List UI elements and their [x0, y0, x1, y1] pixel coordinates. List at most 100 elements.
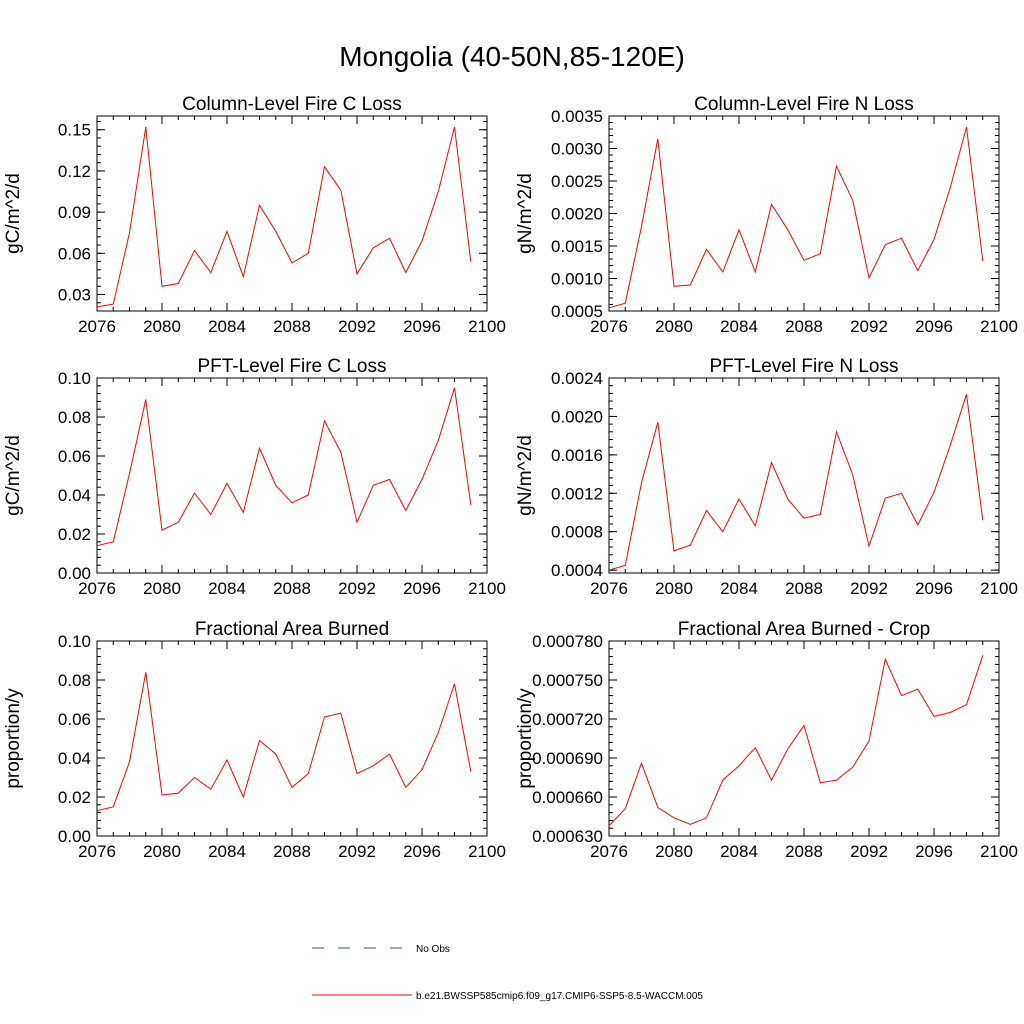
- series-line: [608, 655, 984, 826]
- y-tick-label: 0.000660: [532, 788, 603, 807]
- y-tick-label: 0.0015: [551, 237, 603, 256]
- series-line: [608, 126, 984, 309]
- y-tick-label: 0.08: [58, 671, 91, 690]
- y-tick-label: 0.0020: [551, 407, 603, 426]
- y-tick-label: 0.0012: [551, 484, 603, 503]
- y-tick-label: 0.0025: [551, 172, 603, 191]
- x-tick-label: 2096: [403, 317, 441, 336]
- x-tick-label: 2076: [590, 579, 628, 598]
- x-tick-label: 2076: [78, 842, 116, 861]
- y-tick-label: 0.0016: [551, 446, 603, 465]
- y-tick-label: 0.0008: [551, 523, 603, 542]
- series-line: [608, 394, 984, 571]
- series-line: [96, 387, 472, 547]
- chart-panel-2: Column-Level Fire N Loss gN/m^2/d 2076 2080…: [515, 94, 1018, 336]
- x-tick-label: 2080: [655, 317, 693, 336]
- x-tick-label: 2084: [720, 579, 758, 598]
- y-tick-label: 0.04: [58, 749, 91, 768]
- panel-title: Fractional Area Burned - Crop: [678, 619, 930, 640]
- y-tick-label: 0.0035: [551, 107, 603, 126]
- x-tick-label: 2096: [915, 317, 953, 336]
- plot-frame: [608, 377, 1000, 574]
- panel-title: PFT-Level Fire N Loss: [710, 356, 899, 377]
- y-tick-label: 0.00: [58, 827, 91, 846]
- y-tick-label: 0.02: [58, 788, 91, 807]
- panel-title: Fractional Area Burned: [195, 619, 389, 640]
- y-axis-label: proportion/y: [3, 688, 24, 789]
- x-tick-label: 2096: [403, 842, 441, 861]
- x-tick-label: 2080: [655, 842, 693, 861]
- chart-panel-1: Column-Level Fire C Loss gC/m^2/d 2076 2080…: [3, 94, 506, 336]
- y-tick-label: 0.15: [58, 121, 91, 140]
- y-tick-label: 0.0020: [551, 205, 603, 224]
- y-axis-label: proportion/y: [515, 688, 536, 789]
- x-tick-label: 2100: [468, 842, 506, 861]
- y-tick-label: 0.000780: [532, 632, 603, 651]
- x-tick-label: 2092: [850, 317, 888, 336]
- y-tick-label: 0.0004: [551, 561, 603, 580]
- x-tick-label: 2088: [785, 317, 823, 336]
- y-tick-label: 0.12: [58, 162, 91, 181]
- panel-title: Column-Level Fire N Loss: [694, 94, 914, 115]
- y-tick-label: 0.10: [58, 369, 91, 388]
- chart-panel-6: Fractional Area Burned - Crop proportion/…: [515, 619, 1018, 861]
- y-axis-label: gN/m^2/d: [515, 435, 536, 516]
- x-tick-label: 2084: [720, 842, 758, 861]
- y-tick-label: 0.000630: [532, 827, 603, 846]
- x-tick-label: 2096: [915, 842, 953, 861]
- x-tick-label: 2080: [655, 579, 693, 598]
- y-tick-label: 0.06: [58, 710, 91, 729]
- y-tick-label: 0.00: [58, 564, 91, 583]
- y-tick-label: 0.000750: [532, 671, 603, 690]
- x-tick-label: 2096: [915, 579, 953, 598]
- x-tick-label: 2084: [208, 579, 246, 598]
- chart-panel-5: Fractional Area Burned proportion/y 2076 20…: [3, 619, 506, 861]
- y-tick-label: 0.000720: [532, 710, 603, 729]
- series-line: [96, 126, 472, 308]
- y-tick-label: 0.0005: [551, 302, 603, 321]
- x-tick-label: 2076: [590, 842, 628, 861]
- y-tick-label: 0.06: [58, 244, 91, 263]
- x-tick-label: 2084: [208, 317, 246, 336]
- y-tick-label: 0.02: [58, 525, 91, 544]
- x-tick-label: 2088: [273, 579, 311, 598]
- x-tick-label: 2092: [850, 579, 888, 598]
- y-tick-label: 0.09: [58, 203, 91, 222]
- x-tick-label: 2080: [143, 579, 181, 598]
- x-tick-label: 2076: [78, 579, 116, 598]
- x-tick-label: 2080: [143, 317, 181, 336]
- x-tick-label: 2092: [338, 317, 376, 336]
- y-tick-label: 0.10: [58, 632, 91, 651]
- y-tick-label: 0.0030: [551, 140, 603, 159]
- legend: No Obs b.e21.BWSSP585cmip6.f09_g17.CMIP6…: [312, 944, 703, 1002]
- x-tick-label: 2096: [403, 579, 441, 598]
- x-tick-label: 2084: [208, 842, 246, 861]
- plot-frame: [96, 640, 488, 837]
- y-axis-label: gC/m^2/d: [3, 435, 24, 516]
- y-tick-label: 0.06: [58, 447, 91, 466]
- y-tick-label: 0.03: [58, 286, 91, 305]
- chart-panels: Column-Level Fire C Loss gC/m^2/d 2076 2080…: [3, 94, 1018, 861]
- x-tick-label: 2076: [78, 317, 116, 336]
- x-tick-label: 2084: [720, 317, 758, 336]
- x-tick-label: 2088: [785, 579, 823, 598]
- chart-panel-3: PFT-Level Fire C Loss gC/m^2/d 2076 2080 208…: [3, 356, 506, 598]
- x-tick-label: 2100: [468, 317, 506, 336]
- x-tick-label: 2100: [980, 842, 1018, 861]
- x-tick-label: 2088: [273, 317, 311, 336]
- y-tick-label: 0.000690: [532, 749, 603, 768]
- series-line: [96, 672, 472, 812]
- x-tick-label: 2076: [590, 317, 628, 336]
- plot-frame: [96, 115, 488, 312]
- x-tick-label: 2080: [143, 842, 181, 861]
- x-tick-label: 2088: [273, 842, 311, 861]
- panel-title: PFT-Level Fire C Loss: [198, 356, 387, 377]
- x-tick-label: 2100: [468, 579, 506, 598]
- y-axis-label: gN/m^2/d: [515, 173, 536, 254]
- y-tick-label: 0.04: [58, 486, 91, 505]
- plot-frame: [608, 115, 1000, 312]
- x-tick-label: 2092: [338, 579, 376, 598]
- x-tick-label: 2100: [980, 317, 1018, 336]
- x-tick-label: 2100: [980, 579, 1018, 598]
